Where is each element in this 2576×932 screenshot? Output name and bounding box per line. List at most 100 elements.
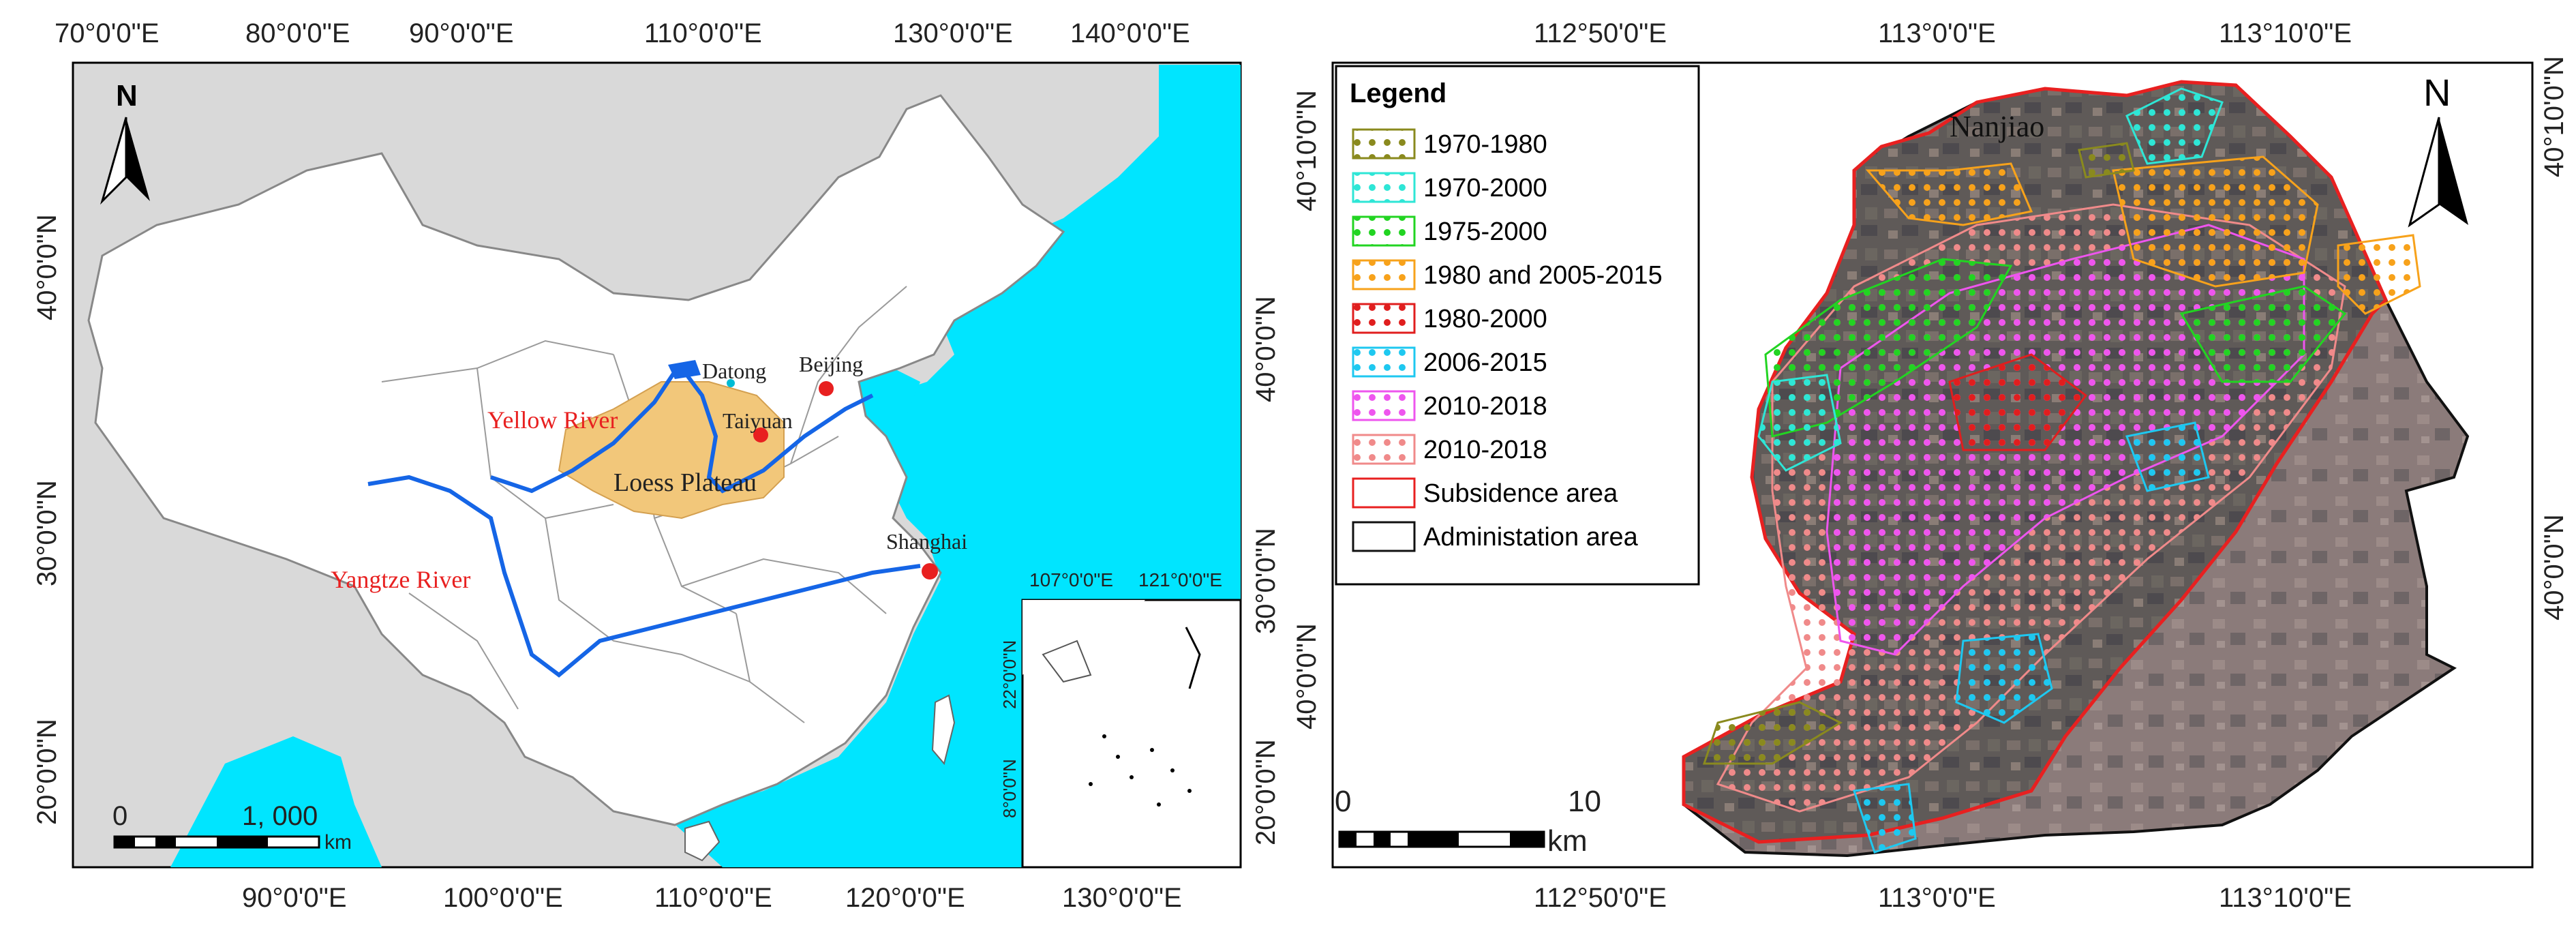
legend-label-8: Subsidence area	[1423, 479, 1618, 508]
sea-southwest	[170, 736, 382, 867]
left-bottom-tick-3: 120°0'0"E	[845, 883, 965, 913]
left-top-tick-0: 70°0'0"E	[55, 18, 160, 48]
legend-swatch-1	[1352, 172, 1416, 203]
patch-red-mid	[1948, 353, 2088, 451]
patch-orange-right	[2337, 234, 2421, 315]
left-left-tick-1: 30°0'0"N	[32, 480, 62, 586]
right-scale-bar: 0 10 km	[1335, 785, 1601, 858]
left-top-tick-2: 90°0'0"E	[409, 18, 514, 48]
legend-swatch-7	[1352, 434, 1416, 465]
left-map: Datong Beijing Taiyuan Shanghai Loess Pl…	[32, 18, 1281, 913]
left-top-tick-5: 140°0'0"E	[1070, 18, 1190, 48]
left-scale-end: 1, 000	[242, 801, 318, 831]
patch-aqua-top	[2125, 87, 2224, 165]
legend-label-1: 1970-2000	[1423, 174, 1547, 202]
shanghai-label: Shanghai	[886, 529, 967, 554]
right-north-arrow: N	[2408, 71, 2468, 228]
left-bottom-tick-0: 90°0'0"E	[242, 883, 347, 913]
left-scale-unit: km	[324, 831, 352, 854]
sea-area	[668, 65, 1241, 867]
legend-swatch-6	[1352, 390, 1416, 421]
datong-dot	[727, 379, 735, 387]
taiyuan-dot	[753, 427, 768, 442]
right-top-tick-1: 113°0'0"E	[1878, 18, 1996, 48]
right-north-label: N	[2423, 71, 2451, 114]
inset-left-tick-1: 8°0'0"N	[999, 759, 1020, 818]
bohai-sea	[859, 368, 920, 430]
legend-label-7: 2010-2018	[1423, 436, 1547, 464]
taiwan	[931, 694, 956, 766]
left-north-label: N	[116, 79, 138, 112]
inset-bottom-tick: 130°0'0"E	[1062, 883, 1182, 913]
yangtze-river	[367, 475, 921, 678]
right-top-tick-2: 113°10'0"E	[2219, 18, 2352, 48]
taiyuan-label: Taiyuan	[723, 408, 793, 433]
right-left-tick-0: 40°10'0"N	[1292, 90, 1322, 211]
patch-aqua-left	[1757, 374, 1842, 472]
mining-area-patches	[1702, 87, 2421, 854]
left-scale-bar: 0 1, 000 km	[112, 801, 352, 854]
left-bottom-tick-1: 100°0'0"E	[443, 883, 563, 913]
legend-swatch-3	[1352, 259, 1416, 290]
legend-swatch-8	[1352, 477, 1416, 509]
right-scale-start: 0	[1335, 785, 1351, 818]
legend-swatch-0	[1352, 128, 1416, 160]
right-bottom-tick-0: 112°50'0"E	[1534, 883, 1667, 913]
loess-plateau-label: Loess Plateau	[613, 468, 757, 497]
right-right-tick-0: 40°10'0"N	[2539, 56, 2569, 177]
right-scale-unit: km	[1547, 824, 1588, 858]
legend-swatch-4	[1352, 303, 1416, 334]
legend: Legend 1970-1980 1970-2000 1975-2000 1980 a…	[1335, 65, 1700, 586]
left-right-tick-1: 30°0'0"N	[1251, 528, 1281, 634]
inset-top-tick-1: 121°0'0"E	[1138, 569, 1222, 590]
right-map: Nanjiao N Legend 1970-1980 1970-2000 1975-…	[1292, 18, 2569, 913]
patch-olive-top	[2078, 142, 2135, 179]
patch-green-right	[2179, 285, 2347, 383]
right-bottom-tick-2: 113°10'0"E	[2219, 883, 2352, 913]
yellow-river-label: Yellow River	[487, 406, 618, 434]
left-right-tick-0: 40°0'0"N	[1251, 296, 1281, 402]
legend-title: Legend	[1350, 78, 1446, 108]
inset-top-tick-0: 107°0'0"E	[1029, 569, 1113, 590]
patch-cyan-south	[1852, 783, 1917, 854]
left-left-tick-0: 40°0'0"N	[32, 214, 62, 320]
legend-label-5: 2006-2015	[1423, 348, 1547, 377]
beijing-dot	[819, 381, 834, 396]
legend-label-6: 2010-2018	[1423, 392, 1547, 421]
inset-left-tick-0: 22°0'0"N	[999, 640, 1020, 709]
patch-orange-top	[1865, 162, 2033, 226]
patch-orange-mid	[2112, 155, 2319, 288]
legend-label-2: 1975-2000	[1423, 217, 1547, 246]
south-china-sea-inset: 107°0'0"E 121°0'0"E 22°0'0"N 8°0'0"N 130…	[999, 569, 1242, 913]
patch-cyan-bottom	[1955, 633, 2053, 724]
right-top-tick-0: 112°50'0"E	[1534, 18, 1667, 48]
legend-label-9: Administation area	[1423, 523, 1639, 552]
datong-marker	[668, 360, 701, 379]
patch-cyan-mid	[2125, 421, 2210, 492]
left-right-tick-2: 20°0'0"N	[1251, 739, 1281, 845]
hainan	[684, 820, 721, 862]
legend-label-0: 1970-1980	[1423, 130, 1547, 159]
nanjiao-label: Nanjiao	[1950, 110, 2044, 143]
right-scale-end: 10	[1568, 785, 1601, 818]
left-top-tick-1: 80°0'0"E	[245, 18, 350, 48]
yangtze-river-label: Yangtze River	[331, 566, 470, 593]
left-bottom-tick-2: 110°0'0"E	[654, 883, 772, 913]
legend-swatch-9	[1352, 521, 1416, 552]
legend-label-3: 1980 and 2005-2015	[1423, 261, 1663, 290]
left-scale-start: 0	[112, 801, 127, 831]
beijing-label: Beijing	[799, 352, 863, 376]
right-right-tick-1: 40°0'0"N	[2539, 514, 2569, 620]
patch-olive-sw	[1702, 701, 1843, 765]
left-top-tick-3: 110°0'0"E	[644, 18, 762, 48]
legend-swatch-5	[1352, 346, 1416, 378]
left-top-tick-4: 130°0'0"E	[893, 18, 1013, 48]
datong-label: Datong	[702, 359, 766, 383]
legend-swatch-2	[1352, 215, 1416, 247]
right-left-tick-1: 40°0'0"N	[1292, 623, 1322, 730]
shanghai-dot	[922, 563, 938, 580]
legend-label-4: 1980-2000	[1423, 305, 1547, 333]
yellow-river	[490, 365, 874, 494]
left-north-arrow: N	[100, 79, 150, 205]
